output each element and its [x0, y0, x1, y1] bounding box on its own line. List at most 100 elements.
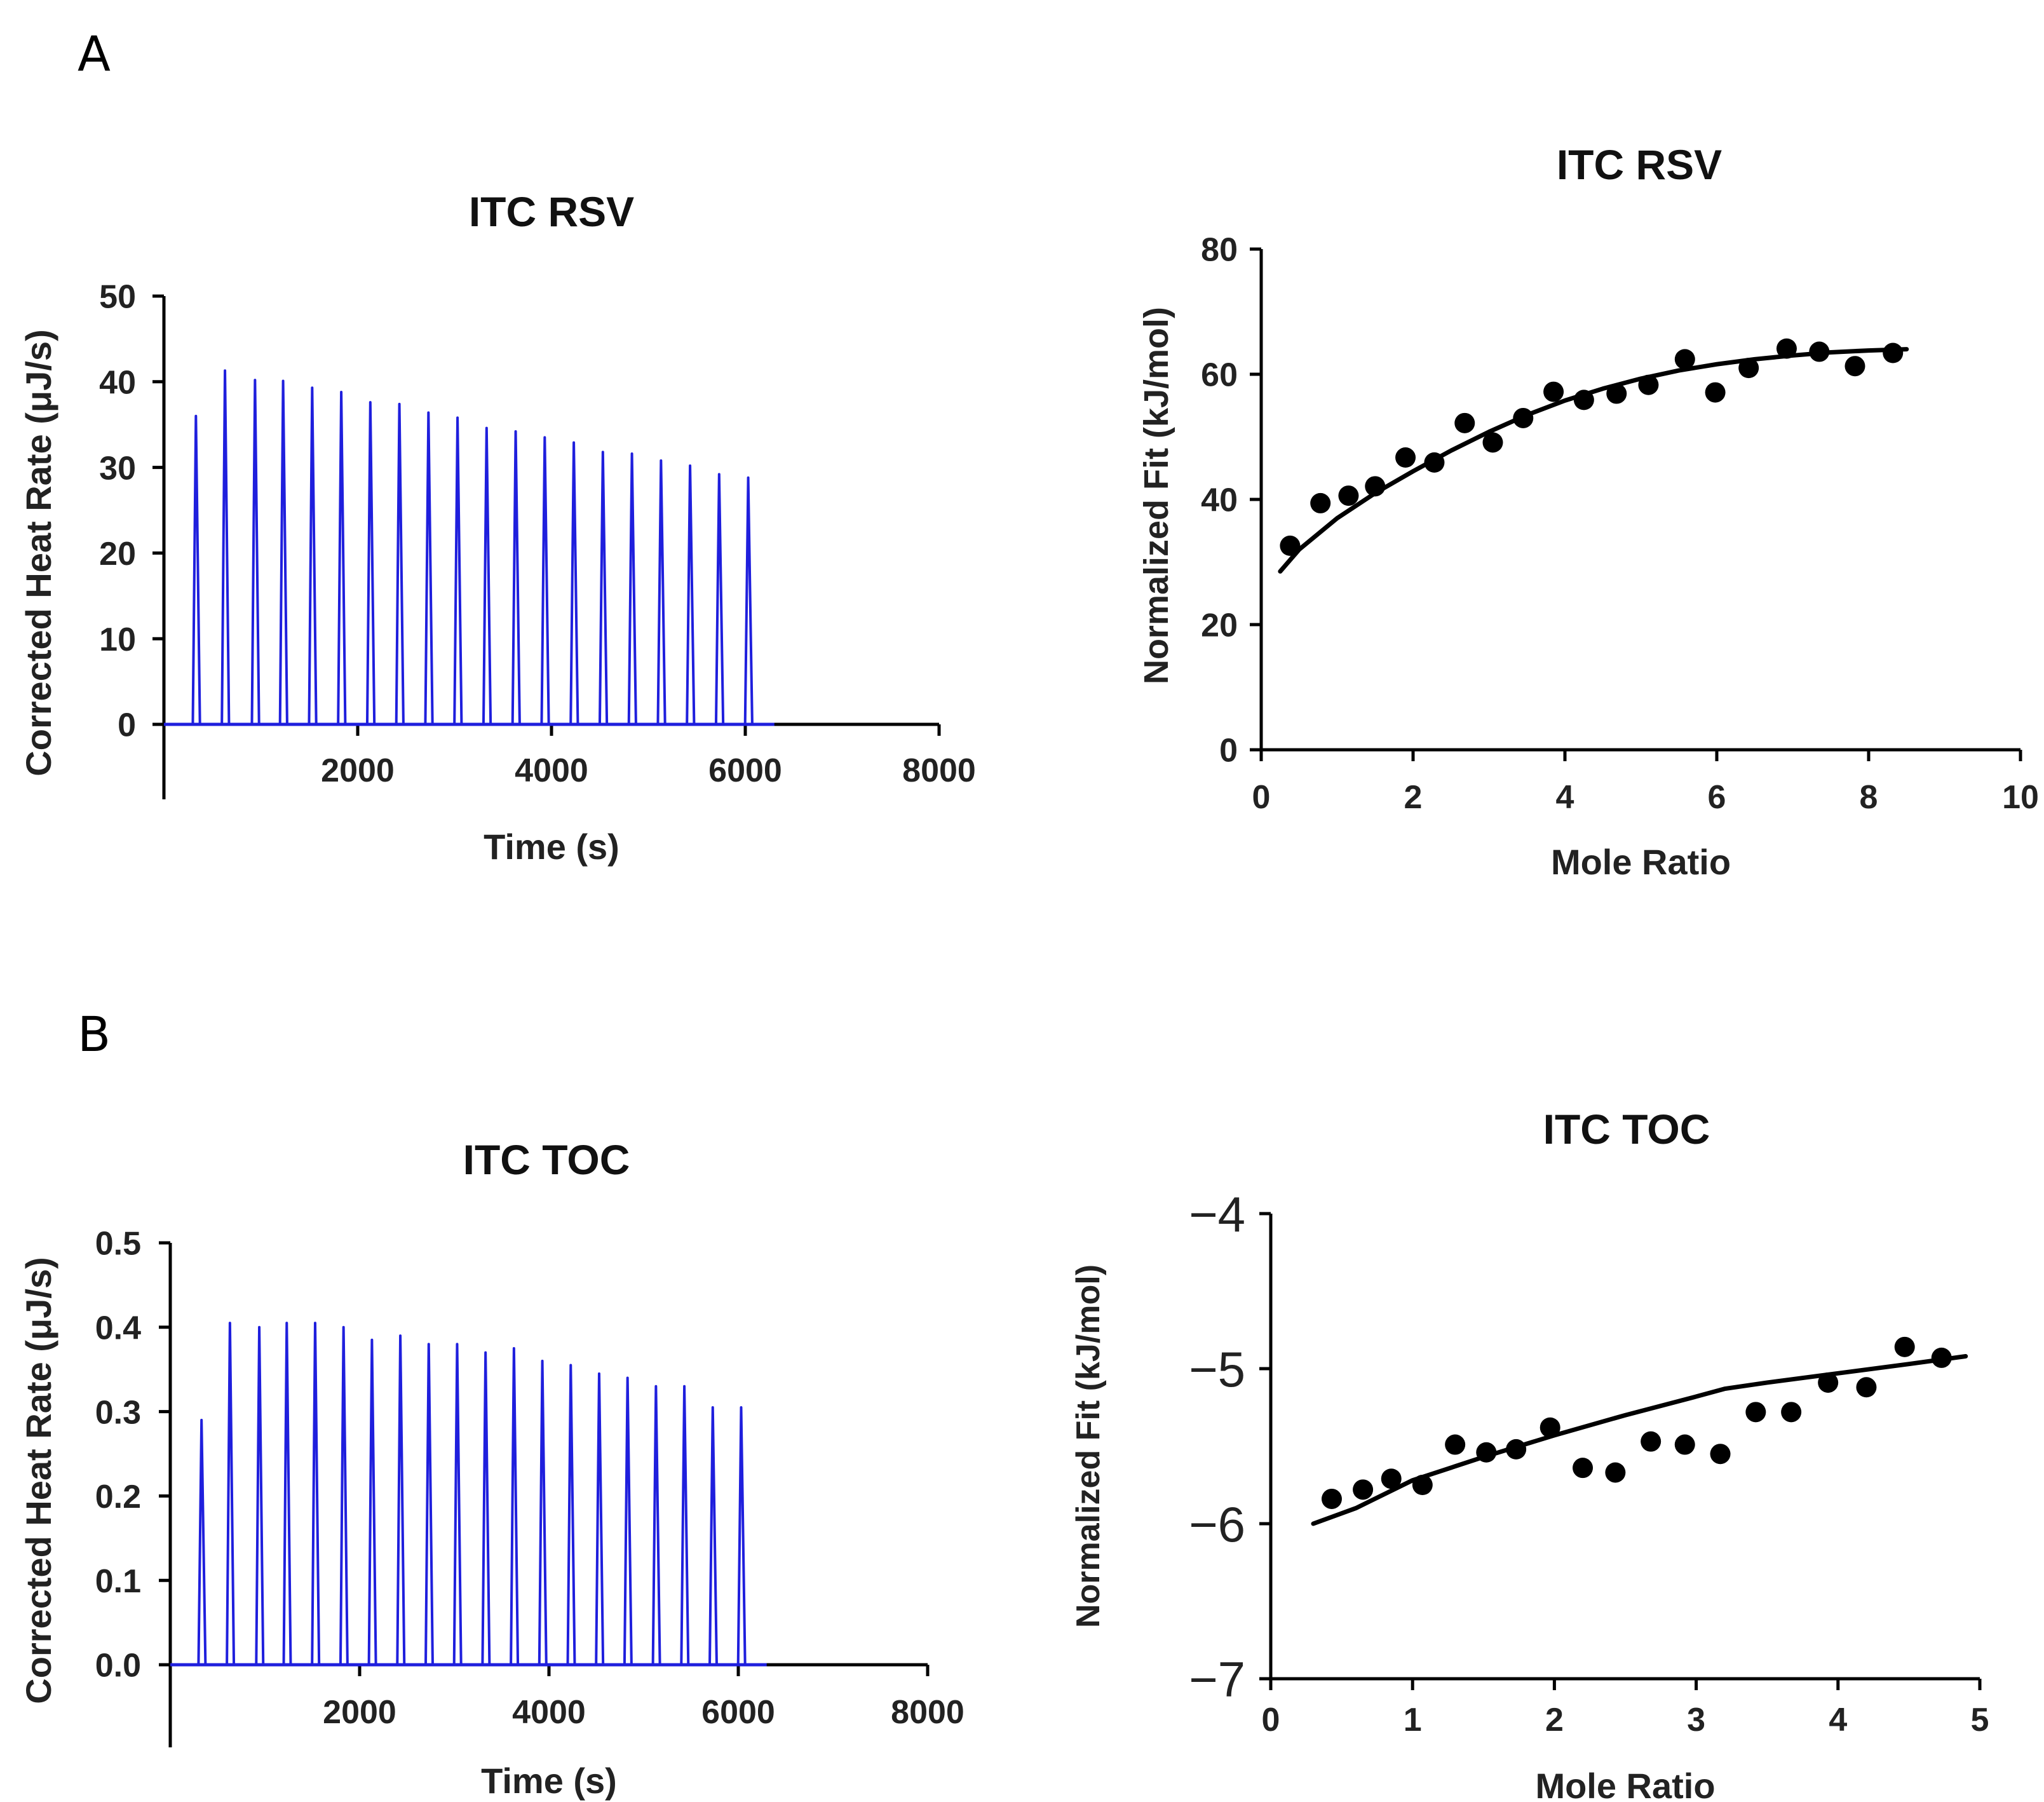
thermogram-peak — [197, 1418, 207, 1665]
y-tick-label: −5 — [1189, 1341, 1245, 1397]
x-tick-label: 3 — [1687, 1702, 1705, 1738]
y-tick-label: 0 — [118, 707, 136, 744]
x-tick-label: 4000 — [515, 752, 588, 789]
thermogram-peak — [191, 414, 201, 725]
y-tick-label: 40 — [1201, 482, 1238, 519]
y-axis-label: Normalized Fit (kJ/mol) — [1137, 307, 1175, 684]
x-tick-label: 8 — [1860, 779, 1878, 816]
y-tick-label: −7 — [1189, 1651, 1245, 1707]
data-point — [1844, 356, 1865, 377]
thermogram-peak — [566, 1364, 576, 1665]
chart-a-left: ITC RSV 2000 4000 6000 8000 0 10 20 30 40 50 Time (… — [18, 188, 976, 867]
thermogram-peak — [511, 430, 521, 725]
thermogram-peak — [595, 1372, 605, 1665]
y-tick-label: −4 — [1189, 1186, 1245, 1242]
thermogram-peak — [395, 402, 405, 725]
thermogram-peak — [311, 1322, 321, 1665]
thermogram-peak — [651, 1385, 661, 1665]
data-point — [1745, 1402, 1766, 1423]
thermogram-peak — [278, 379, 288, 725]
y-axis-label: Corrected Heat Rate (μJ/s) — [18, 1257, 58, 1704]
data-point — [1540, 1417, 1560, 1438]
y-tick-label: −6 — [1189, 1496, 1245, 1552]
y-tick-label: 0 — [1219, 733, 1238, 769]
x-axis-label: Time (s) — [484, 827, 619, 867]
chart-b-left: ITC TOC 2000 4000 6000 8000 0.0 0.1 0.2 0.3 0.4 0.… — [18, 1136, 964, 1801]
data-point — [1705, 382, 1726, 403]
y-tick-label: 0.3 — [95, 1394, 141, 1431]
thermogram-peak — [452, 1343, 463, 1665]
thermogram-peak — [743, 476, 754, 725]
data-point — [1674, 349, 1695, 370]
y-tick-label: 0.5 — [95, 1226, 141, 1263]
thermogram-peak — [680, 1385, 690, 1665]
x-tick-label: 5 — [1971, 1702, 1989, 1738]
thermogram-peak — [510, 1347, 520, 1665]
x-axis-label: Mole Ratio — [1551, 842, 1731, 882]
thermogram-peak — [569, 441, 579, 725]
y-tick-label: 0.4 — [95, 1310, 141, 1347]
x-tick-label: 2000 — [321, 752, 395, 789]
thermogram-peak — [220, 369, 231, 725]
data-point — [1605, 1462, 1626, 1483]
x-axis-label: Mole Ratio — [1535, 1766, 1715, 1802]
thermogram-peak — [453, 416, 463, 725]
x-tick-label: 2 — [1404, 779, 1423, 816]
y-tick-label: 10 — [99, 621, 136, 658]
chart-a-right: ITC RSV 0 2 4 6 8 10 0 20 40 60 80 Mole Ratio Normali… — [1137, 141, 2039, 882]
x-tick-label: 4 — [1829, 1702, 1847, 1738]
x-tick-label: 6000 — [708, 752, 782, 789]
thermogram-peak — [714, 473, 725, 725]
chart-title: ITC RSV — [1557, 141, 1722, 188]
x-tick-label: 10 — [2002, 779, 2039, 816]
x-tick-label: 8000 — [902, 752, 976, 789]
y-tick-label: 30 — [99, 450, 136, 487]
thermogram-peak — [481, 1351, 491, 1665]
data-point — [1482, 432, 1503, 453]
thermogram-peak — [736, 1406, 747, 1665]
thermogram-peak — [686, 464, 696, 725]
x-tick-label: 0 — [1252, 779, 1271, 816]
x-tick-label: 6 — [1708, 779, 1726, 816]
data-point — [1710, 1444, 1731, 1465]
data-point — [1573, 1458, 1594, 1479]
thermogram-peak — [708, 1406, 718, 1665]
chart-title: ITC TOC — [1543, 1106, 1710, 1153]
data-point — [1781, 1402, 1802, 1423]
y-tick-label: 60 — [1201, 357, 1238, 394]
y-tick-label: 20 — [99, 536, 136, 572]
thermogram-peak — [365, 401, 376, 725]
data-point — [1310, 492, 1331, 513]
thermogram-peak — [538, 1359, 548, 1665]
thermogram-peak — [367, 1338, 377, 1665]
y-tick-label: 40 — [99, 365, 136, 402]
data-point — [1321, 1488, 1342, 1509]
thermogram-peak — [540, 436, 550, 725]
x-tick-label: 4 — [1556, 779, 1574, 816]
data-point — [1674, 1434, 1695, 1455]
y-axis-label: Normalized Fit (kJ/mol) — [1070, 1264, 1107, 1628]
data-point — [1543, 381, 1564, 402]
y-tick-label: 20 — [1201, 607, 1238, 644]
x-tick-label: 8000 — [891, 1694, 964, 1731]
x-tick-label: 1 — [1404, 1702, 1422, 1738]
y-tick-label: 80 — [1201, 232, 1238, 269]
thermogram-peak — [424, 411, 434, 725]
x-tick-label: 6000 — [701, 1694, 775, 1731]
thermogram-peak — [627, 452, 637, 725]
x-tick-label: 2000 — [323, 1694, 396, 1731]
data-point — [1894, 1336, 1915, 1357]
chart-title: ITC TOC — [463, 1136, 630, 1183]
thermogram-peak — [226, 1322, 236, 1665]
data-point — [1454, 412, 1475, 433]
data-point — [1883, 342, 1904, 363]
data-point — [1641, 1431, 1662, 1452]
y-tick-label: 50 — [99, 279, 136, 316]
data-point — [1353, 1479, 1374, 1500]
chart-title: ITC RSV — [469, 188, 634, 235]
thermogram-peak — [339, 1325, 349, 1665]
data-point — [1818, 1372, 1839, 1393]
fit-curve — [1311, 1353, 1968, 1526]
chart-b-right: ITC TOC 0 1 2 3 4 5 −7 −6 −5 −4 Mole Ratio Normalize… — [1070, 1106, 1989, 1802]
